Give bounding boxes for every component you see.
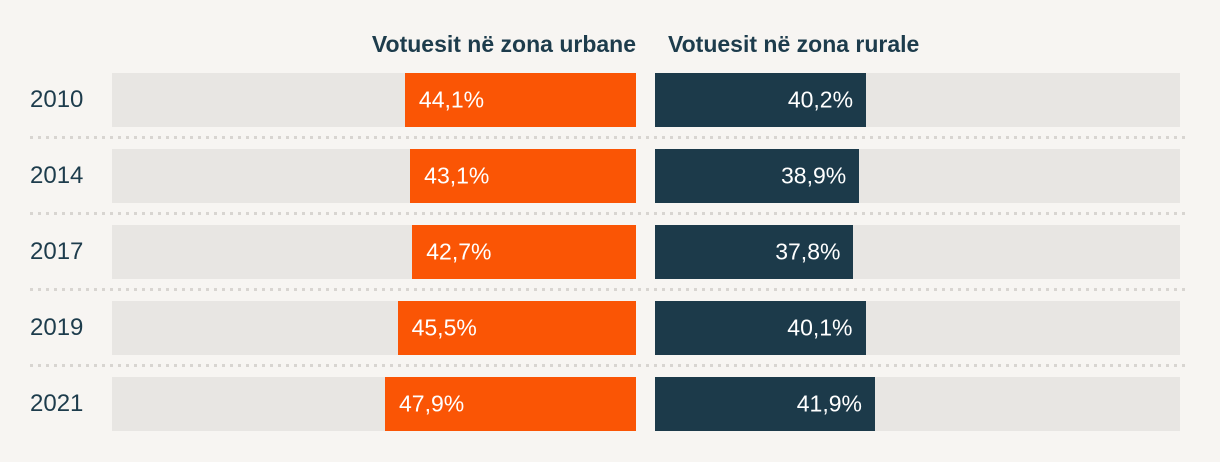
urban-bar: 43,1% bbox=[410, 149, 636, 203]
column-headers: Votuesit në zona urbane Votuesit në zona… bbox=[0, 31, 1220, 61]
chart-row: 2014 43,1% 38,9% bbox=[0, 149, 1220, 203]
rural-value-label: 40,2% bbox=[787, 86, 854, 113]
rural-bar: 37,8% bbox=[655, 225, 854, 279]
series-header-urban: Votuesit në zona urbane bbox=[371, 31, 636, 57]
urban-value-label: 45,5% bbox=[411, 314, 477, 341]
rural-value-label: 40,1% bbox=[787, 314, 853, 341]
year-label: 2017 bbox=[30, 238, 84, 265]
urban-track: 45,5% bbox=[112, 301, 636, 355]
urban-bar: 42,7% bbox=[412, 225, 636, 279]
rural-bar: 40,2% bbox=[655, 73, 867, 127]
rural-track: 40,1% bbox=[655, 301, 1180, 355]
rural-value-label: 37,8% bbox=[775, 238, 841, 265]
rural-value-label: 38,9% bbox=[781, 162, 847, 189]
urban-track: 42,7% bbox=[112, 225, 636, 279]
urban-bar: 47,9% bbox=[385, 377, 636, 431]
rural-value-label: 41,9% bbox=[796, 390, 862, 417]
urban-track: 47,9% bbox=[112, 377, 636, 431]
urban-bar: 44,1% bbox=[404, 73, 636, 127]
rural-bar: 41,9% bbox=[655, 377, 875, 431]
urban-value-label: 43,1% bbox=[424, 162, 490, 189]
year-label: 2010 bbox=[30, 86, 84, 113]
row-separator bbox=[30, 355, 1188, 377]
chart-row: 2019 45,5% 40,1% bbox=[0, 301, 1220, 355]
row-separator bbox=[30, 203, 1188, 225]
series-header-rural: Votuesit në zona rurale bbox=[668, 31, 920, 57]
chart-row: 2010 44,1% 40,2% bbox=[0, 73, 1220, 127]
rural-bar: 40,1% bbox=[655, 301, 866, 355]
year-label: 2019 bbox=[30, 314, 84, 341]
chart-rows: 2010 44,1% 40,2% 2014 43,1% 38,9% 2017 bbox=[0, 73, 1220, 431]
chart-row: 2021 47,9% 41,9% bbox=[0, 377, 1220, 431]
year-label: 2021 bbox=[30, 390, 84, 417]
rural-track: 38,9% bbox=[655, 149, 1180, 203]
year-label: 2014 bbox=[30, 162, 84, 189]
urban-track: 44,1% bbox=[112, 73, 636, 127]
urban-value-label: 47,9% bbox=[399, 390, 465, 417]
rural-bar: 38,9% bbox=[655, 149, 860, 203]
urban-bar: 45,5% bbox=[397, 301, 636, 355]
urban-value-label: 44,1% bbox=[418, 86, 485, 113]
urban-value-label: 42,7% bbox=[426, 238, 492, 265]
rural-track: 40,2% bbox=[655, 73, 1180, 127]
row-separator bbox=[30, 127, 1188, 149]
chart-row: 2017 42,7% 37,8% bbox=[0, 225, 1220, 279]
urban-track: 43,1% bbox=[112, 149, 636, 203]
rural-track: 37,8% bbox=[655, 225, 1180, 279]
row-separator bbox=[30, 279, 1188, 301]
rural-track: 41,9% bbox=[655, 377, 1180, 431]
